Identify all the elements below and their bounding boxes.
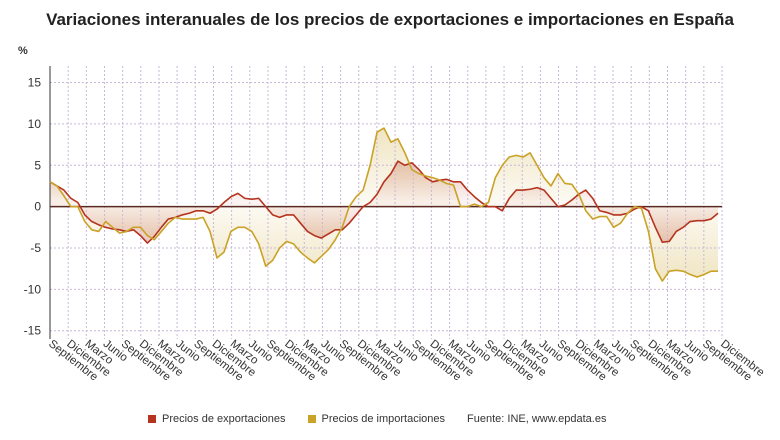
series-line-1 (49, 127, 718, 282)
horizontal-gridlines (50, 82, 722, 332)
legend-swatch-importaciones (307, 415, 316, 423)
legend-swatch-exportaciones (148, 415, 156, 423)
chart-title: Variaciones interanuales de los precios … (46, 10, 734, 29)
legend: Precios de exportaciones Precios de impo… (148, 413, 606, 425)
legend-item-importaciones: Precios de importaciones (307, 413, 446, 425)
vertical-gridlines (49, 66, 723, 339)
y-axis-unit-label: % (18, 45, 28, 57)
y-tick-label: 0 (34, 200, 41, 214)
series-lines (49, 127, 719, 282)
fill-areas (50, 128, 718, 282)
x-tick-labels: SeptiembreDiciembreMarzoJunioSeptiembreD… (46, 338, 766, 384)
series-line-0 (49, 160, 719, 244)
y-tick-label: 5 (34, 158, 41, 172)
y-tick-label: 10 (28, 117, 42, 131)
area-fill-1 (50, 128, 718, 282)
legend-label-importaciones: Precios de importaciones (321, 413, 446, 425)
y-tick-label: -5 (30, 241, 41, 255)
source-note: Fuente: INE, www.epdata.es (467, 413, 607, 425)
y-tick-label: -10 (24, 282, 42, 296)
y-tick-labels: 15 10 5 0 -5 -10 -15 (24, 76, 42, 338)
legend-label-exportaciones: Precios de exportaciones (162, 413, 286, 425)
legend-item-exportaciones: Precios de exportaciones (148, 413, 286, 425)
y-tick-label: -15 (24, 324, 42, 338)
y-tick-label: 15 (28, 76, 42, 90)
